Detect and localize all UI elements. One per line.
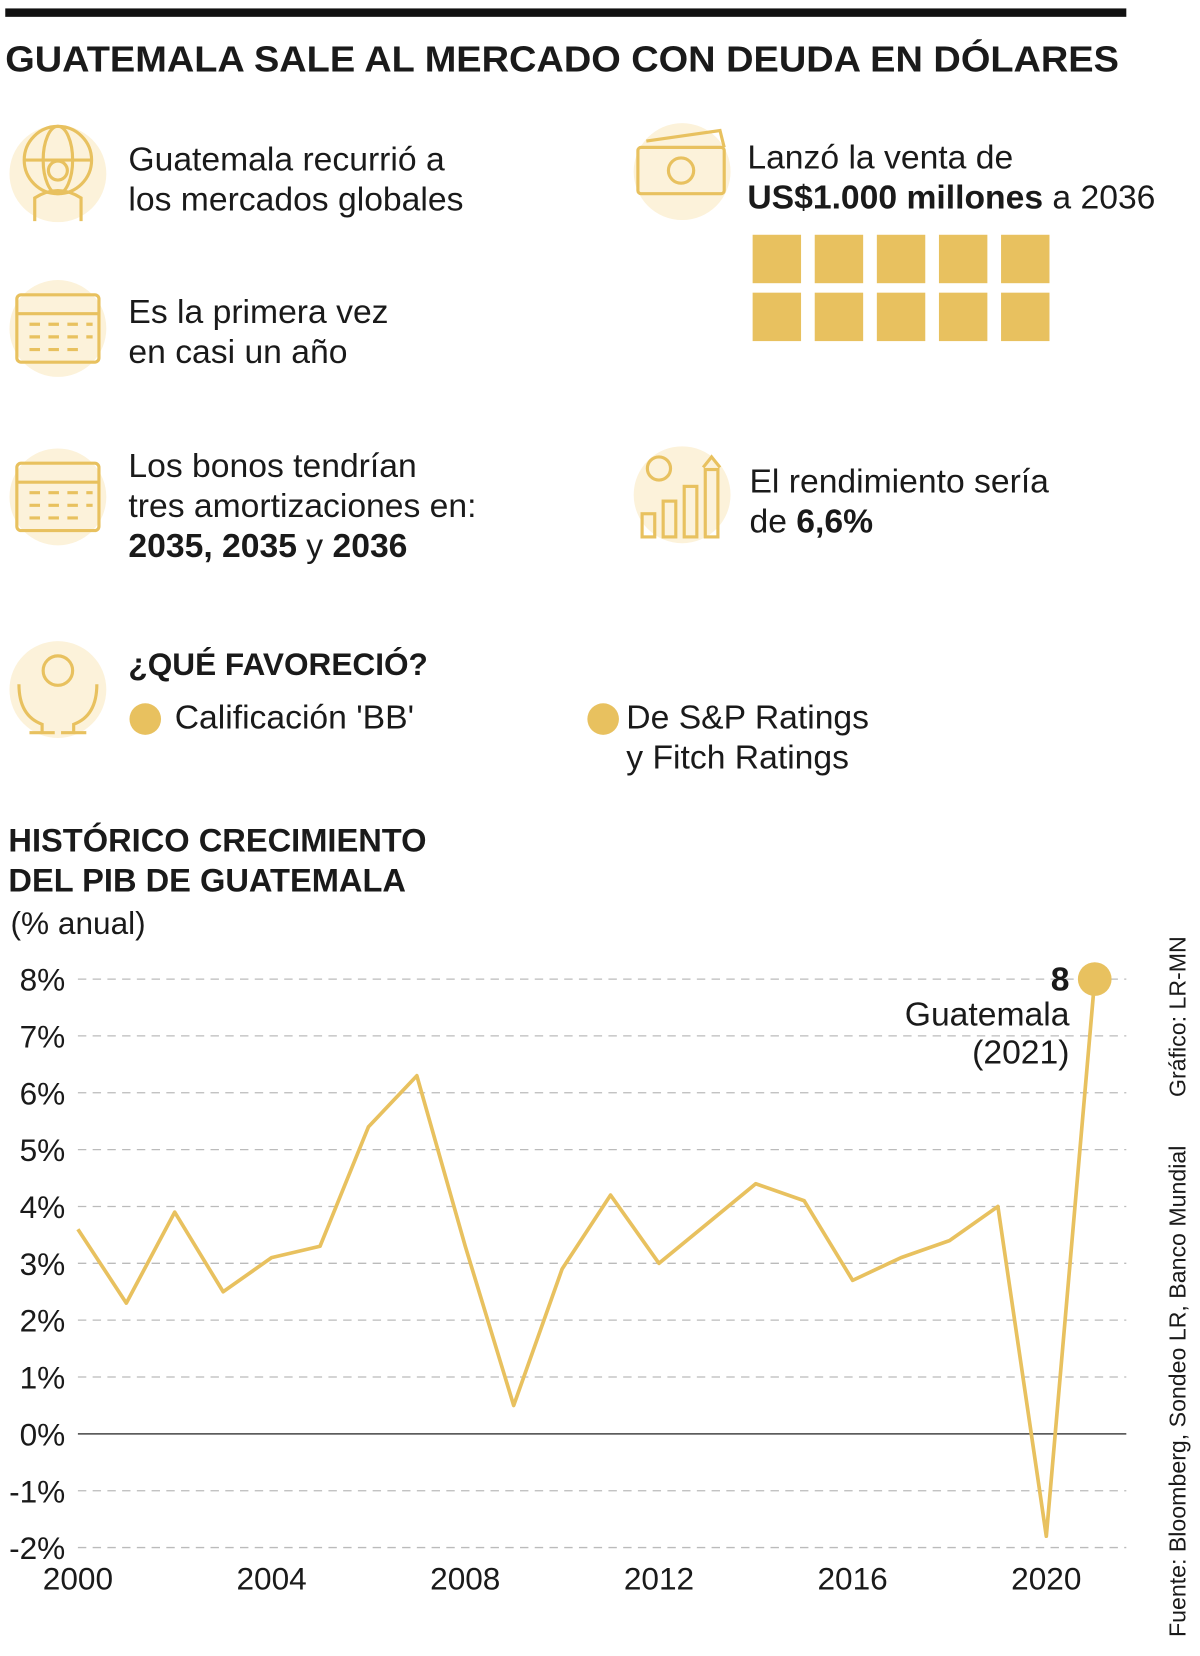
y-tick-label: 2% xyxy=(20,1303,66,1339)
series-line xyxy=(76,978,1097,1539)
plot: -2% -1% 0% 1% 2% 3% 4% 5% 6% 7% 8% 2000 2004 2008 2012… xyxy=(9,962,1127,1597)
calendar-icon xyxy=(9,280,107,377)
x-tick-label: 2012 xyxy=(624,1561,694,1597)
fact-text: El rendimiento sería xyxy=(749,464,1049,501)
block-grid xyxy=(752,234,1050,342)
tail: a 2036 xyxy=(1052,179,1155,216)
section-heading: ¿QUÉ FAVORECIÓ? xyxy=(128,646,427,682)
y-tick-label: 7% xyxy=(20,1018,66,1054)
fact-text: en casi un año xyxy=(128,334,347,371)
chart-title: DEL PIB DE GUATEMALA xyxy=(8,862,406,899)
y-tick-label: 8% xyxy=(20,962,66,998)
emphasis: 2035, 2035 xyxy=(128,528,297,565)
bullet xyxy=(587,703,619,735)
fact-text: tres amortizaciones en: xyxy=(128,488,476,525)
y-tick-label: -1% xyxy=(9,1473,65,1509)
emphasis: 2036 xyxy=(333,528,408,565)
y-tick-label: 3% xyxy=(20,1246,66,1282)
fact-text: Lanzó la venta de xyxy=(747,139,1013,176)
fact-text: los mercados globales xyxy=(128,182,463,219)
source: Fuente: Bloomberg, Sondeo LR, Banco Mund… xyxy=(1164,1146,1190,1637)
fact-text: y Fitch Ratings xyxy=(626,740,849,777)
emphasis: US$1.000 millones xyxy=(747,179,1043,216)
growth-icon xyxy=(633,446,731,544)
fact-text: Los bonos tendrían xyxy=(128,448,416,485)
top-rule xyxy=(5,8,1127,17)
chart-subtitle: (% anual) xyxy=(11,905,146,941)
calendar-icon xyxy=(9,448,107,546)
fact-text: De S&P Ratings xyxy=(626,700,869,737)
title: GUATEMALA SALE AL MERCADO CON DEUDA EN D… xyxy=(5,40,1119,80)
fact-text: 2035, 2035 y 2036 xyxy=(128,528,407,565)
x-tick-label: 2004 xyxy=(236,1561,306,1597)
y-tick-label: 6% xyxy=(20,1075,66,1111)
end-marker xyxy=(1077,962,1112,996)
bullet xyxy=(129,703,162,735)
x-tick-label: 2016 xyxy=(818,1561,888,1597)
y-tick-label: 1% xyxy=(20,1360,66,1396)
fact-text: Calificación 'BB' xyxy=(175,700,414,737)
fact-text: de 6,6% xyxy=(749,504,873,541)
y-tick-label: -2% xyxy=(9,1530,65,1566)
globe-icon xyxy=(9,124,107,223)
annotation: Guatemala xyxy=(905,996,1070,1033)
emphasis: 6,6% xyxy=(796,504,873,541)
x-tick-label: 2008 xyxy=(430,1561,500,1597)
x-tick-label: 2020 xyxy=(1011,1561,1081,1597)
fact-text: US$1.000 millones a 2036 xyxy=(747,179,1155,216)
value-label: 8 xyxy=(1051,962,1070,999)
x-tick-label: 2000 xyxy=(43,1561,113,1597)
prefix: de xyxy=(749,504,786,541)
y-tick-label: 4% xyxy=(20,1189,66,1225)
chart-title: HISTÓRICO CRECIMIENTO xyxy=(8,822,426,859)
fact-text: Guatemala recurrió a xyxy=(128,142,445,179)
fact-text: Es la primera vez xyxy=(128,294,388,331)
money-icon xyxy=(633,123,731,221)
annotation: (2021) xyxy=(972,1034,1069,1071)
hands-icon xyxy=(9,641,107,738)
y-tick-label: 5% xyxy=(20,1132,66,1168)
y-tick-label: 0% xyxy=(20,1416,66,1452)
connector: y xyxy=(306,528,323,565)
credit: Gráfico: LR-MN xyxy=(1164,936,1190,1097)
